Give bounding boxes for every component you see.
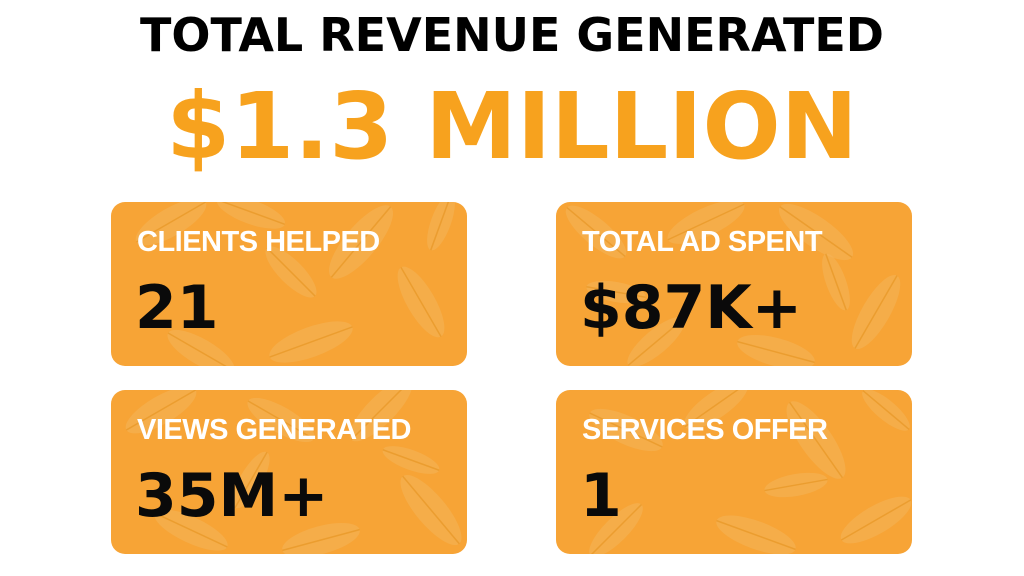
- leaf-background-icon: [111, 202, 467, 366]
- leaf-background-icon: [556, 202, 912, 366]
- stat-card-total-ad-spent: TOTAL AD SPENT $87K+: [556, 202, 912, 366]
- stat-card-clients-helped: CLIENTS HELPED 21: [111, 202, 467, 366]
- headline: TOTAL REVENUE GENERATED: [140, 8, 884, 62]
- stat-label: CLIENTS HELPED: [137, 226, 380, 258]
- stat-label: SERVICES OFFER: [582, 414, 828, 446]
- stat-label: VIEWS GENERATED: [137, 414, 411, 446]
- stat-label: TOTAL AD SPENT: [582, 226, 823, 258]
- total-revenue-value: $1.3 MILLION: [166, 73, 858, 180]
- stat-value: 21: [135, 273, 219, 343]
- leaf-background-icon: [111, 390, 467, 554]
- leaf-background-icon: [556, 390, 912, 554]
- stat-card-services-offer: SERVICES OFFER 1: [556, 390, 912, 554]
- stat-value: 35M+: [135, 461, 329, 531]
- stat-value: $87K+: [580, 273, 803, 343]
- stat-card-views-generated: VIEWS GENERATED 35M+: [111, 390, 467, 554]
- stat-value: 1: [580, 461, 622, 531]
